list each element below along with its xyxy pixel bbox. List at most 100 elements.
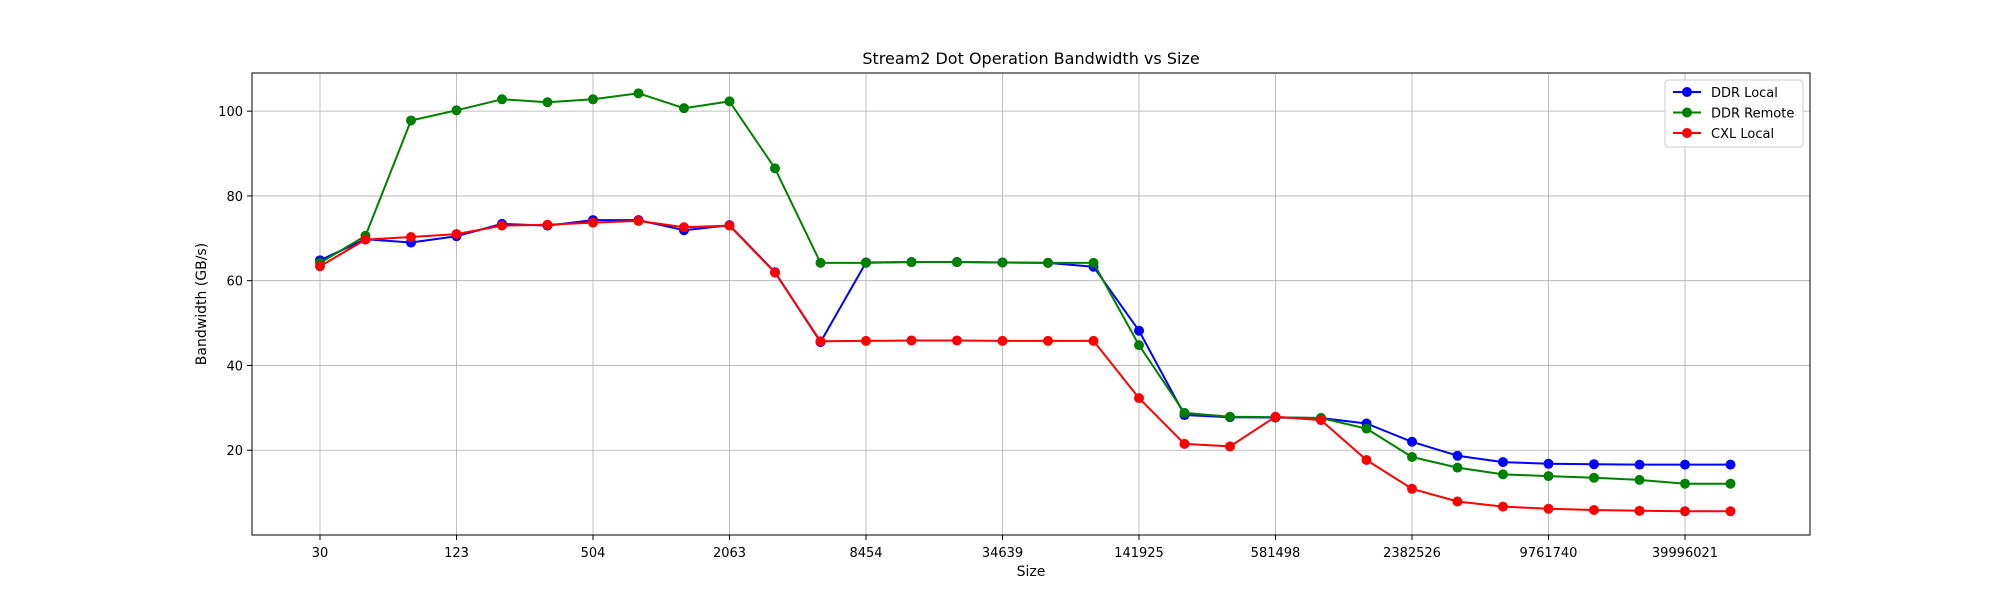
data-point — [952, 335, 962, 346]
data-point — [1680, 506, 1690, 517]
data-point — [497, 220, 507, 231]
legend-label: DDR Remote — [1711, 107, 1794, 122]
data-point — [1452, 496, 1463, 507]
series-layer — [315, 88, 1736, 517]
data-point — [633, 215, 644, 226]
data-point — [360, 234, 371, 245]
data-point — [633, 88, 644, 99]
x-tick-label: 2063 — [713, 546, 746, 561]
data-point — [1452, 462, 1463, 473]
data-point — [1543, 471, 1554, 482]
x-tick-label: 141925 — [1114, 546, 1164, 561]
data-point — [1634, 474, 1645, 485]
data-point — [588, 94, 598, 105]
y-tick-label: 20 — [226, 444, 243, 459]
chart-title: Stream2 Dot Operation Bandwidth vs Size — [862, 49, 1199, 68]
data-point — [1498, 501, 1508, 512]
data-point — [451, 105, 462, 116]
data-point — [542, 97, 553, 108]
legend-label: CXL Local — [1711, 127, 1774, 142]
y-axis-label: Bandwidth (GB/s) — [194, 243, 210, 365]
x-tick-label: 581498 — [1251, 546, 1301, 561]
x-axis-label: Size — [1017, 564, 1046, 580]
x-tick-label: 2382526 — [1383, 546, 1441, 561]
data-point — [1634, 505, 1645, 516]
grid-lines — [252, 73, 1810, 535]
plot-area-frame — [251, 72, 1811, 536]
data-point — [1498, 469, 1508, 480]
data-point — [906, 335, 917, 346]
data-point — [815, 257, 826, 268]
legend-item: DDR Local — [1673, 86, 1778, 101]
data-point — [1452, 450, 1463, 461]
data-point — [1134, 340, 1144, 351]
x-tick-label: 8454 — [849, 546, 882, 561]
data-point — [679, 222, 689, 233]
data-point — [861, 257, 871, 268]
data-point — [770, 267, 780, 278]
series-line — [319, 92, 1731, 485]
data-point — [679, 103, 689, 114]
x-tick-label: 39996021 — [1652, 546, 1718, 561]
data-point — [1179, 407, 1190, 418]
x-tick-label: 9761740 — [1520, 546, 1578, 561]
legend: DDR Local DDR Remote CXL Local — [1664, 79, 1804, 148]
x-axis-ticks: 30 123 504 2063 8454 34639 141925 581498 2382526… — [312, 535, 1718, 561]
data-point — [1589, 504, 1599, 515]
data-point — [906, 257, 917, 268]
data-point — [497, 94, 507, 105]
data-point — [451, 229, 462, 240]
data-point — [1043, 257, 1053, 268]
data-point — [1270, 411, 1281, 422]
data-point — [1043, 335, 1053, 346]
data-point — [1589, 459, 1599, 470]
legend-box — [1664, 79, 1804, 148]
data-point — [1088, 257, 1099, 268]
legend-marker — [1682, 128, 1692, 138]
data-point — [1680, 478, 1690, 489]
data-point — [724, 96, 735, 107]
legend-item: DDR Remote — [1673, 107, 1794, 122]
series-line — [319, 219, 1731, 513]
data-point — [406, 232, 416, 243]
data-point — [1725, 459, 1736, 470]
legend-label: DDR Local — [1711, 86, 1778, 101]
y-axis-ticks: 20 40 60 80 100 — [218, 105, 252, 459]
x-tick-label: 30 — [312, 546, 329, 561]
data-point — [997, 257, 1008, 268]
data-point — [1225, 441, 1235, 452]
y-tick-label: 100 — [218, 105, 243, 120]
data-point — [1407, 483, 1417, 494]
data-point — [1407, 452, 1417, 463]
data-point — [1134, 393, 1144, 404]
data-point — [1316, 415, 1326, 426]
data-point — [1361, 423, 1372, 434]
data-point — [1088, 335, 1099, 346]
data-point — [1725, 506, 1736, 517]
data-point — [952, 257, 962, 268]
data-point — [1543, 503, 1554, 514]
data-point — [861, 335, 871, 346]
data-point — [1407, 436, 1417, 447]
y-tick-label: 80 — [226, 190, 243, 205]
y-tick-label: 40 — [226, 359, 243, 374]
data-point — [1361, 454, 1372, 465]
data-point — [1634, 459, 1645, 470]
y-tick-label: 60 — [226, 275, 243, 290]
data-point — [770, 163, 780, 174]
data-point — [406, 115, 416, 126]
data-point — [1543, 458, 1554, 469]
data-point — [588, 217, 598, 228]
data-point — [315, 261, 325, 272]
legend-item: CXL Local — [1673, 127, 1774, 142]
data-point — [1498, 457, 1508, 468]
data-point — [542, 219, 553, 230]
data-point — [1179, 438, 1190, 449]
data-point — [1589, 472, 1599, 483]
x-tick-label: 34639 — [982, 546, 1023, 561]
data-point — [1725, 478, 1736, 489]
legend-marker — [1682, 87, 1692, 97]
series-cxl-local — [315, 215, 1736, 517]
data-point — [1134, 325, 1144, 336]
